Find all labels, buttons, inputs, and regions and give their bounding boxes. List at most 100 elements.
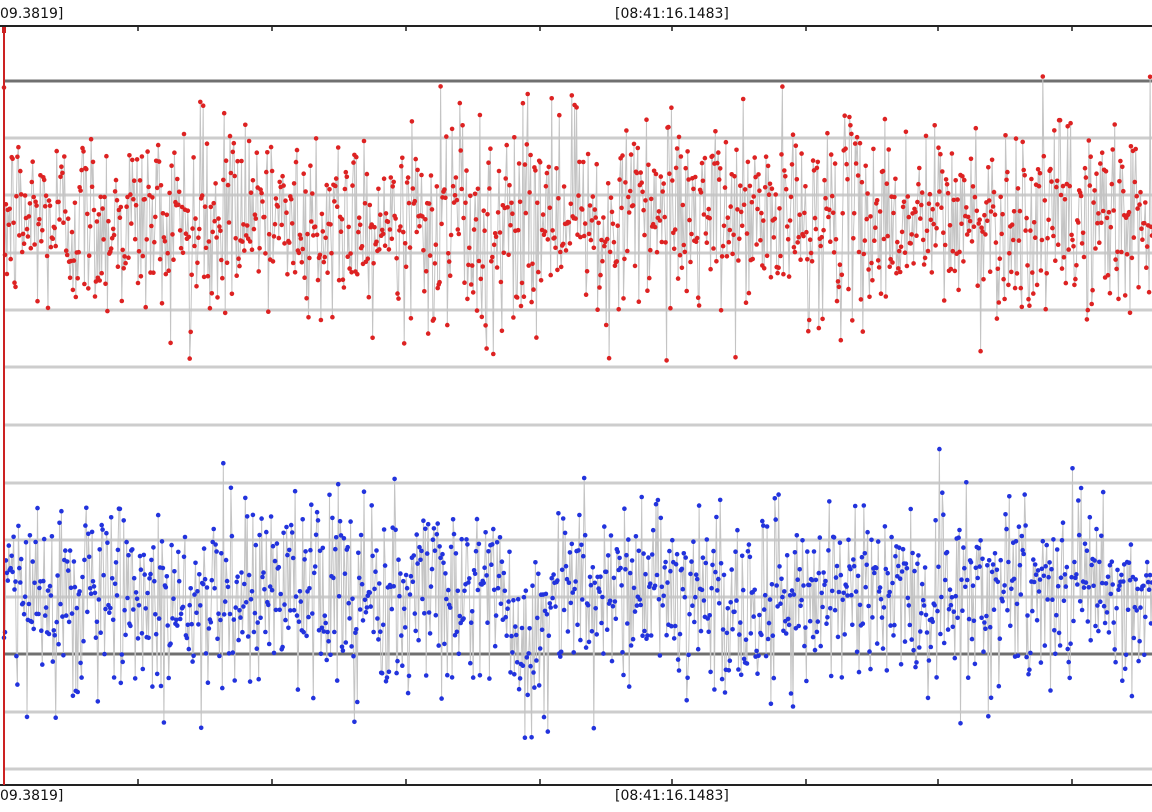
data-point (926, 201, 932, 206)
data-point (367, 202, 373, 208)
data-point (268, 144, 274, 150)
data-point (232, 678, 237, 683)
data-point (67, 548, 73, 553)
data-point (293, 594, 299, 599)
data-point (243, 122, 248, 128)
data-point (498, 279, 504, 285)
data-point (1025, 263, 1030, 268)
data-point (665, 580, 670, 585)
data-point (384, 675, 390, 680)
data-point (181, 131, 187, 137)
data-point (404, 585, 410, 591)
data-point (757, 188, 762, 193)
data-point (747, 183, 753, 189)
data-point (695, 295, 701, 301)
data-point (870, 278, 875, 283)
data-point (426, 201, 432, 206)
data-point (1041, 153, 1047, 159)
data-point (457, 613, 463, 619)
data-point (550, 228, 555, 233)
data-point (260, 574, 265, 580)
data-point (1089, 301, 1094, 307)
data-point (986, 558, 992, 563)
data-point (478, 276, 484, 282)
data-point (417, 544, 422, 550)
data-point (43, 193, 49, 198)
data-point (739, 223, 745, 229)
data-point (143, 304, 148, 310)
data-point (131, 575, 137, 581)
data-point (1114, 266, 1119, 272)
data-point (514, 660, 520, 665)
data-point (196, 235, 201, 240)
data-point (108, 515, 114, 520)
data-point (380, 622, 386, 628)
data-point (435, 285, 441, 291)
data-point (267, 584, 273, 589)
data-point (891, 633, 896, 638)
data-point (943, 177, 949, 182)
cursor-handle[interactable] (2, 27, 6, 33)
data-point (21, 611, 27, 617)
cursor-line[interactable] (2, 27, 6, 785)
data-point (575, 622, 580, 628)
data-point (20, 231, 26, 237)
data-point (1058, 192, 1064, 198)
data-point (696, 503, 702, 508)
data-point (58, 174, 63, 180)
data-point (544, 612, 550, 617)
data-point (1126, 560, 1132, 565)
data-point (472, 571, 478, 576)
data-point (1132, 179, 1138, 185)
data-point (801, 583, 806, 588)
data-point (698, 628, 704, 634)
data-point (646, 162, 651, 168)
data-point (930, 619, 935, 625)
data-point (53, 715, 58, 720)
data-point (236, 256, 241, 262)
data-point (877, 585, 883, 590)
data-point (323, 620, 329, 626)
data-point (784, 553, 790, 558)
data-point (60, 614, 65, 619)
data-point (231, 140, 237, 146)
data-point (358, 532, 364, 538)
data-point (1145, 579, 1151, 585)
data-point (550, 595, 555, 601)
data-point (527, 190, 532, 195)
data-point (165, 623, 170, 628)
data-point (381, 527, 387, 532)
data-point (840, 597, 845, 603)
data-point (694, 235, 700, 241)
data-point (572, 586, 577, 592)
data-point (516, 161, 522, 166)
data-point (1059, 538, 1065, 543)
data-point (768, 274, 774, 280)
data-point (958, 721, 963, 726)
data-point (906, 214, 912, 220)
data-point (259, 516, 264, 521)
data-point (282, 241, 287, 246)
data-point (511, 315, 516, 320)
data-point (585, 602, 591, 608)
data-point (684, 288, 689, 294)
data-point (114, 593, 120, 598)
data-point (225, 182, 231, 188)
data-point (338, 533, 344, 538)
data-point (447, 273, 453, 279)
data-point (333, 183, 338, 189)
data-point (896, 248, 902, 254)
data-point (708, 266, 713, 272)
data-point (866, 603, 871, 609)
data-point (296, 619, 302, 624)
data-point (941, 512, 946, 517)
data-point (121, 266, 126, 271)
data-point (450, 183, 456, 189)
data-point (348, 519, 353, 524)
data-point (738, 183, 743, 188)
data-point (142, 196, 147, 202)
data-point (1066, 247, 1071, 252)
data-point (327, 187, 332, 192)
data-point (252, 212, 258, 217)
